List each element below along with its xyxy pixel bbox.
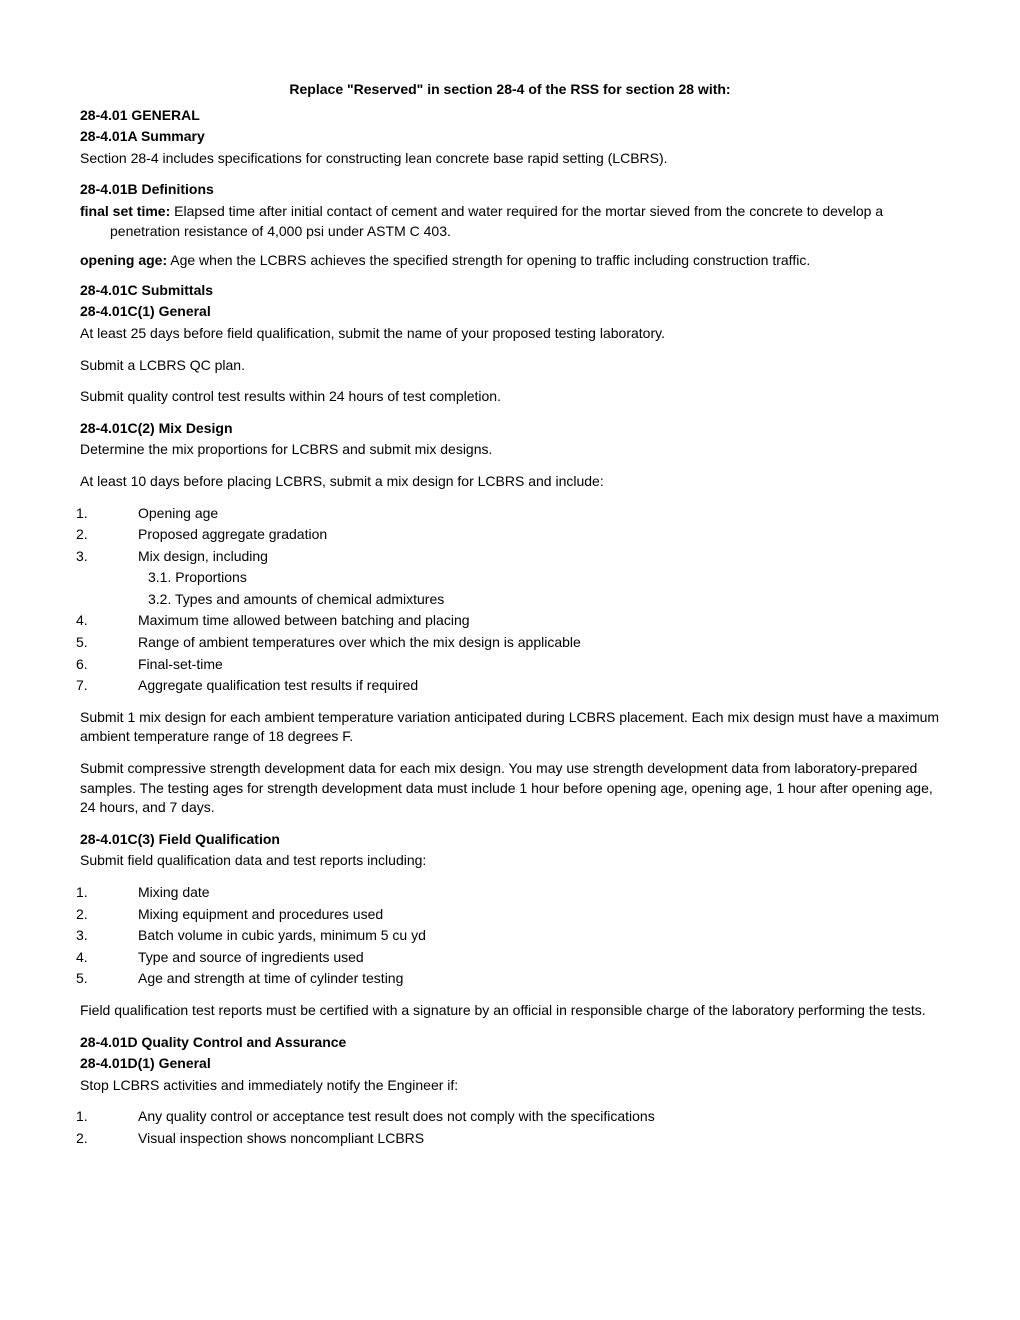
heading-qca-general: 28-4.01D(1) General <box>80 1054 940 1074</box>
heading-field-qualification: 28-4.01C(3) Field Qualification <box>80 830 940 850</box>
list-item: 1. Any quality control or acceptance tes… <box>112 1107 940 1127</box>
para: Submit 1 mix design for each ambient tem… <box>80 708 940 747</box>
list-item: 4. Type and source of ingredients used <box>112 948 940 968</box>
para: At least 25 days before field qualificat… <box>80 324 940 344</box>
para: Submit a LCBRS QC plan. <box>80 356 940 376</box>
list-item: 5. Age and strength at time of cylinder … <box>112 969 940 989</box>
heading-summary: 28-4.01A Summary <box>80 127 940 147</box>
heading-qca: 28-4.01D Quality Control and Assurance <box>80 1033 940 1053</box>
list-item: 2. Proposed aggregate gradation <box>112 525 940 545</box>
para: Submit compressive strength development … <box>80 759 940 818</box>
list-item: 1. Mixing date <box>112 883 940 903</box>
heading-submittals-general: 28-4.01C(1) General <box>80 302 940 322</box>
list-item: 6. Final-set-time <box>112 655 940 675</box>
list-item: 1. Opening age <box>112 504 940 524</box>
def-body: Age when the LCBRS achieves the specifie… <box>167 252 810 268</box>
para: Determine the mix proportions for LCBRS … <box>80 440 940 460</box>
list-item: 3.2. Types and amounts of chemical admix… <box>174 590 940 610</box>
heading-definitions: 28-4.01B Definitions <box>80 180 940 200</box>
para: At least 10 days before placing LCBRS, s… <box>80 472 940 492</box>
para-summary: Section 28-4 includes specifications for… <box>80 149 940 169</box>
field-qual-list: 1. Mixing date 2. Mixing equipment and p… <box>80 883 940 989</box>
list-item: 3. Batch volume in cubic yards, minimum … <box>112 926 940 946</box>
def-term: final set time: <box>80 203 170 219</box>
list-item-label: Mix design, including <box>138 548 268 564</box>
heading-submittals: 28-4.01C Submittals <box>80 281 940 301</box>
heading-mix-design: 28-4.01C(2) Mix Design <box>80 419 940 439</box>
def-opening-age: opening age: Age when the LCBRS achieves… <box>80 251 940 271</box>
heading-general: 28-4.01 GENERAL <box>80 106 940 126</box>
def-term: opening age: <box>80 252 167 268</box>
list-item: 3.1. Proportions <box>174 568 940 588</box>
list-item: 2. Visual inspection shows noncompliant … <box>112 1129 940 1149</box>
para: Submit quality control test results with… <box>80 387 940 407</box>
list-item: 4. Maximum time allowed between batching… <box>112 611 940 631</box>
list-item: 2. Mixing equipment and procedures used <box>112 905 940 925</box>
def-body: Elapsed time after initial contact of ce… <box>110 203 883 239</box>
para: Submit field qualification data and test… <box>80 851 940 871</box>
page-title: Replace "Reserved" in section 28-4 of th… <box>80 80 940 100</box>
qca-list: 1. Any quality control or acceptance tes… <box>80 1107 940 1148</box>
list-item: 7. Aggregate qualification test results … <box>112 676 940 696</box>
def-final-set-time: final set time: Elapsed time after initi… <box>80 202 940 241</box>
para: Field qualification test reports must be… <box>80 1001 940 1021</box>
list-item: 3. Mix design, including 3.1. Proportion… <box>112 547 940 610</box>
list-item: 5. Range of ambient temperatures over wh… <box>112 633 940 653</box>
mix-design-list: 1. Opening age 2. Proposed aggregate gra… <box>80 504 940 696</box>
sublist: 3.1. Proportions 3.2. Types and amounts … <box>148 568 940 609</box>
para: Stop LCBRS activities and immediately no… <box>80 1076 940 1096</box>
